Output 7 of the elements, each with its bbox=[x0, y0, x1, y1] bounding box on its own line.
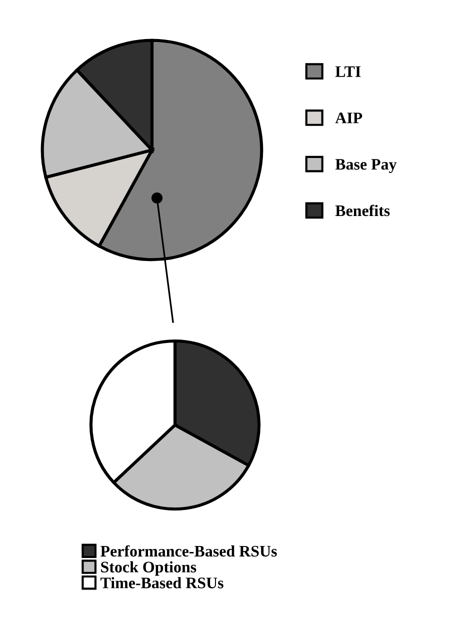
legend-label: Time-Based RSUs bbox=[100, 577, 224, 588]
legend-label: AIP bbox=[335, 112, 362, 124]
legend-label: Benefits bbox=[335, 204, 390, 216]
legend-label: LTI bbox=[335, 66, 361, 77]
legend-label: Stock Options bbox=[101, 561, 196, 576]
legend-label: Base Pay bbox=[335, 159, 397, 173]
legend-label: Performance-Based RSUs bbox=[100, 545, 277, 557]
